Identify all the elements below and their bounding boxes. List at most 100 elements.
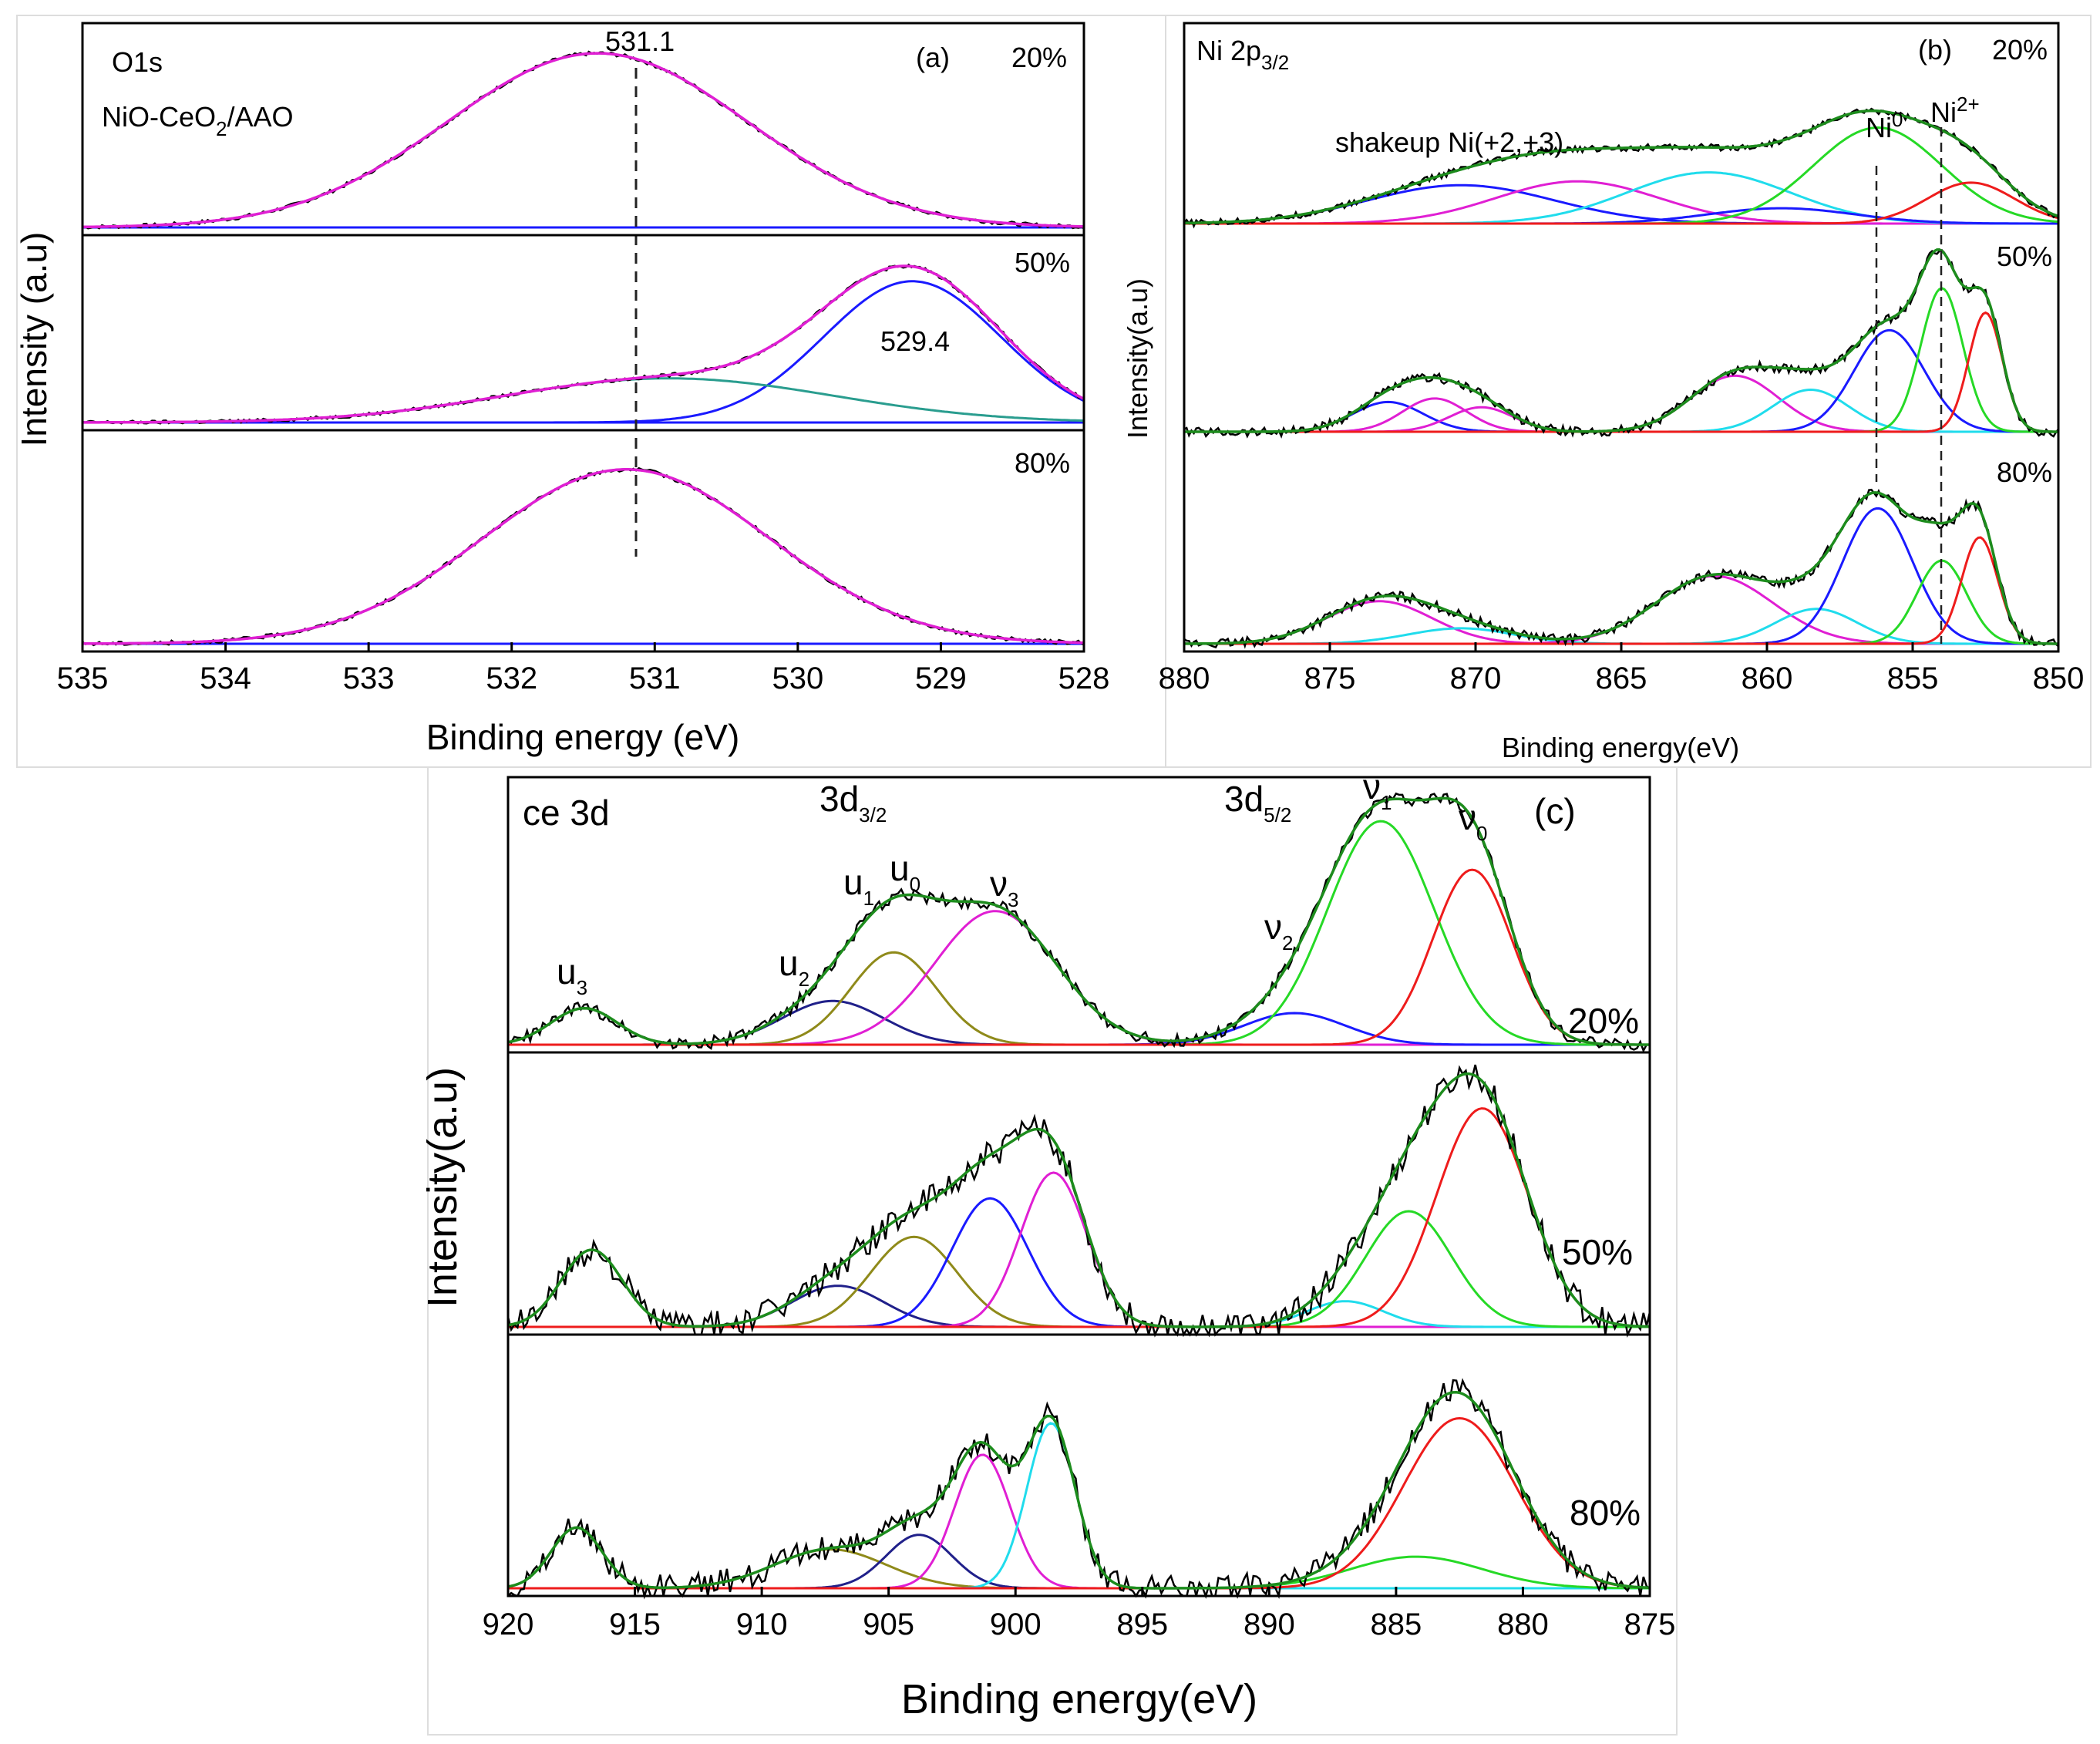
experimental-trace — [1183, 249, 2059, 439]
panel-a-peak-529: 529.4 — [880, 325, 950, 357]
strip-20pct — [1183, 107, 2059, 229]
panel-b-strip-80: 80% — [1997, 456, 2052, 488]
fit-envelope — [82, 468, 1084, 645]
panel-a-o1s: 535 534 533 532 531 530 529 528 O1s NiO-CeO2/AA… — [14, 22, 1110, 757]
strip-80pct — [1183, 488, 2059, 649]
experimental-trace — [507, 792, 1651, 1053]
panel-b-border — [1165, 15, 2092, 768]
fit-component-529.2 — [82, 280, 1085, 424]
strip-50pct — [82, 263, 1085, 425]
fit-component-882 — [508, 868, 1650, 1046]
strip-50pct — [1183, 248, 2059, 439]
fit-component-853 — [1184, 181, 2059, 225]
fit-component-861.8 — [1184, 574, 2058, 645]
panel-b-frame — [1183, 22, 2060, 653]
fit-envelope — [82, 52, 1085, 229]
fit-component-882.5 — [508, 1416, 1651, 1590]
panel-a-x-label: Binding energy (eV) — [426, 717, 740, 757]
panel-a-label: (a) — [916, 42, 950, 73]
fit-component-852.5 — [1184, 311, 2058, 433]
experimental-trace — [1183, 107, 2059, 229]
fit-component-885.6 — [508, 820, 1650, 1046]
x-tick-label-530: 530 — [772, 662, 823, 695]
panel-b-x-label: Binding energy(eV) — [1502, 732, 1739, 763]
x-tick-label-855: 855 — [1887, 662, 1939, 695]
panel-a-strip-50: 50% — [1015, 247, 1070, 278]
x-tick-label-900: 900 — [990, 1608, 1042, 1641]
panel-c-y-label: Intensity(a.u) — [419, 1067, 466, 1308]
peak-label-u1: u1 — [843, 862, 874, 910]
fit-envelope — [507, 1391, 1651, 1590]
x-tick-label-865: 865 — [1596, 662, 1647, 695]
fit-envelope — [82, 264, 1085, 424]
x-tick-label-531: 531 — [629, 662, 681, 695]
panel-b-shakeup-label: shakeup Ni(+2,+3) — [1335, 126, 1563, 158]
peak-label-v0: ν0 — [1459, 797, 1487, 845]
panel-a-strip-20: 20% — [1011, 42, 1067, 73]
fit-envelope — [507, 796, 1650, 1046]
fit-envelope — [507, 1072, 1651, 1328]
fit-component-884.2 — [508, 1555, 1650, 1590]
x-tick-label-532: 532 — [486, 662, 537, 695]
panel-a-sample: NiO-CeO2/AAO — [102, 101, 294, 140]
x-tick-label-890: 890 — [1244, 1608, 1295, 1641]
fit-component-855.8 — [1184, 328, 2058, 433]
strip-80pct — [82, 466, 1085, 647]
experimental-trace — [1183, 488, 2059, 649]
panel-b-ni2p: 880 875 870 865 860 855 850 Ni 2p3/2 (b) 20% 5… — [1122, 22, 2084, 763]
panel-c-curves — [506, 792, 1651, 1600]
x-tick-label-875: 875 — [1624, 1608, 1676, 1641]
peak-label-u0: u0 — [890, 848, 920, 896]
fit-component-866.5 — [1184, 180, 2058, 225]
fit-component-856.2 — [1184, 126, 2059, 225]
peak-label-v1: ν1 — [1363, 766, 1392, 814]
x-tick-label-533: 533 — [343, 662, 395, 695]
x-tick-label-905: 905 — [863, 1608, 914, 1641]
panel-c-strip-20: 20% — [1568, 1001, 1639, 1041]
fit-component-531.2 — [82, 468, 1084, 645]
panel-a-y-label: Intensity (a.u) — [14, 232, 54, 447]
x-tick-label-920: 920 — [483, 1608, 534, 1641]
x-tick-label-529: 529 — [915, 662, 967, 695]
panel-c-strip-80: 80% — [1570, 1493, 1641, 1533]
panel-c-x-label: Binding energy(eV) — [901, 1676, 1257, 1722]
x-tick-label-528: 528 — [1058, 662, 1110, 695]
panel-c-peak-labels: u3 u2 u1 u0 ν3 ν2 ν1 ν0 — [557, 766, 1487, 999]
panel-b-ni0-label: Ni0 — [1866, 108, 1903, 143]
panel-a-x-axis: 535 534 533 532 531 530 529 528 — [57, 642, 1110, 695]
panel-c-frame — [506, 776, 1651, 1598]
peak-label-u3: u3 — [557, 951, 587, 999]
fit-component-917.3 — [507, 1526, 1650, 1590]
panel-c-ce3d: 920 915 910 905 900 895 890 885 880 875 ce 3d (c)… — [419, 766, 1675, 1722]
panel-b-label: (b) — [1918, 34, 1952, 66]
fit-envelope — [1184, 248, 2058, 433]
x-tick-label-885: 885 — [1371, 1608, 1422, 1641]
panel-b-strip-20: 20% — [1992, 34, 2048, 66]
x-tick-label-875: 875 — [1304, 662, 1356, 695]
experimental-trace — [82, 466, 1085, 647]
panel-a-title: O1s — [112, 46, 163, 78]
panel-b-y-label: Intensity(a.u) — [1122, 278, 1153, 439]
panel-b-strip-50: 50% — [1997, 241, 2052, 272]
panel-c-border — [427, 766, 1678, 1736]
panel-c-label: (c) — [1534, 791, 1576, 831]
fit-component-852.7 — [1184, 536, 2058, 645]
x-tick-label-915: 915 — [609, 1608, 661, 1641]
x-tick-label-910: 910 — [736, 1608, 788, 1641]
fit-component-854 — [1184, 287, 2058, 433]
peak-label-v3: ν3 — [990, 864, 1018, 911]
panel-a-frame — [81, 22, 1085, 653]
x-tick-label-534: 534 — [200, 662, 251, 695]
panel-c-region-3d32: 3d3/2 — [819, 779, 887, 827]
panel-c-region-3d52: 3d5/2 — [1224, 779, 1291, 827]
strip-20pct — [507, 792, 1651, 1053]
fit-component-861.1 — [1184, 374, 2058, 433]
fit-envelope — [1184, 491, 2058, 645]
panel-c-strip-50: 50% — [1562, 1232, 1633, 1272]
fit-component-531.4 — [82, 52, 1085, 228]
fit-component-900.8 — [508, 910, 1650, 1046]
fit-component-901 — [508, 1197, 1650, 1328]
strip-20pct — [82, 50, 1085, 230]
panel-b-curves — [1183, 107, 2059, 649]
x-tick-label-535: 535 — [57, 662, 109, 695]
